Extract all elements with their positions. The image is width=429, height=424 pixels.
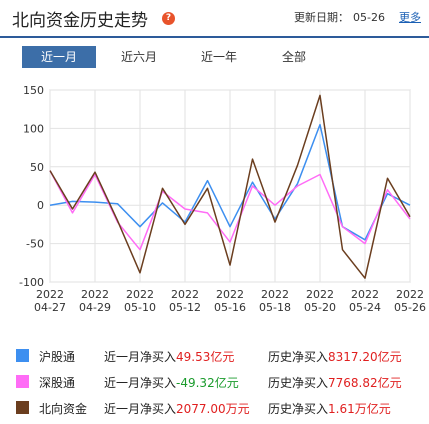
x-tick-date: 05-12 [169, 301, 201, 314]
legend-history: 历史净买入1.61万亿元 [268, 400, 391, 417]
y-axis-labels: -100 -50 0 50 100 150 [19, 84, 44, 289]
legend-row-sgt: 深股通 近一月净买入-49.32亿元 历史净买入7768.82亿元 [0, 370, 429, 394]
tab-all[interactable]: 全部 [281, 50, 306, 64]
history-value: 8317.20亿元 [328, 350, 402, 364]
y-tick-label: 50 [30, 161, 44, 174]
x-tick-date: 04-29 [79, 301, 111, 314]
legend-swatch [16, 375, 29, 388]
x-tick-date: 04-27 [34, 301, 66, 314]
legend-row-north: 北向资金 近一月净买入2077.00万元 历史净买入1.61万亿元 [0, 396, 429, 420]
tab-one-month[interactable]: 近一月 [22, 46, 96, 68]
page-title: 北向资金历史走势 [12, 11, 148, 31]
legend-row-hgt: 沪股通 近一月净买入49.53亿元 历史净买入8317.20亿元 [0, 344, 429, 368]
legend-series-name: 北向资金 [39, 402, 88, 416]
recent-label: 近一月净买入 [104, 350, 177, 364]
x-tick-date: 05-18 [259, 301, 291, 314]
x-tick-year: 2022 [36, 288, 64, 301]
grid-lines [49, 89, 411, 283]
x-tick-year: 2022 [216, 288, 244, 301]
series-lines [49, 94, 411, 279]
legend-swatch [16, 401, 29, 414]
more-link[interactable]: 更多 [399, 11, 421, 24]
y-tick-label: 100 [23, 122, 44, 135]
tab-one-year[interactable]: 近一年 [200, 50, 237, 64]
recent-label: 近一月净买入 [104, 376, 177, 390]
update-info: 更新日期： 05-26 [294, 9, 385, 25]
y-tick-label: -50 [26, 238, 44, 251]
legend-series-name: 深股通 [39, 376, 76, 390]
history-label: 历史净买入 [268, 402, 329, 416]
chart-area: -100 -50 0 50 100 150 2022 04-27 2022 04-29 2022 0… [0, 78, 429, 330]
history-value: 7768.82亿元 [328, 376, 402, 390]
x-tick-year: 2022 [126, 288, 154, 301]
recent-value: 2077.00万元 [176, 402, 250, 416]
x-tick-date: 05-20 [304, 301, 336, 314]
recent-value: 49.53亿元 [176, 350, 235, 364]
history-label: 历史净买入 [268, 376, 329, 390]
header-divider [0, 36, 429, 38]
history-label: 历史净买入 [268, 350, 329, 364]
y-tick-label: 150 [23, 84, 44, 97]
recent-label: 近一月净买入 [104, 402, 177, 416]
legend-series-name: 沪股通 [39, 350, 76, 364]
update-label: 更新日期： [294, 11, 350, 24]
x-axis-labels: 202204-27202204-29202205-10202205-122022… [34, 288, 426, 314]
x-tick-year: 2022 [261, 288, 289, 301]
legend-history: 历史净买入8317.20亿元 [268, 348, 402, 365]
legend-recent: 近一月净买入2077.00万元 [104, 400, 250, 417]
legend-swatch [16, 349, 29, 362]
x-tick-date: 05-26 [394, 301, 426, 314]
x-tick-year: 2022 [171, 288, 199, 301]
tab-six-months[interactable]: 近六月 [120, 50, 157, 64]
header: 北向资金历史走势 ? 更新日期： 05-26 更多 [0, 0, 429, 34]
legend-recent: 近一月净买入-49.32亿元 [104, 374, 239, 391]
update-date: 05-26 [353, 11, 385, 24]
x-tick-date: 05-24 [349, 301, 381, 314]
y-tick-label: 0 [37, 199, 44, 212]
history-value: 1.61万亿元 [328, 402, 391, 416]
x-tick-year: 2022 [351, 288, 379, 301]
x-tick-year: 2022 [81, 288, 109, 301]
legend-recent: 近一月净买入49.53亿元 [104, 348, 234, 365]
y-tick-label: -100 [19, 276, 44, 289]
x-tick-year: 2022 [396, 288, 424, 301]
x-tick-date: 05-10 [124, 301, 156, 314]
x-tick-year: 2022 [306, 288, 334, 301]
legend-history: 历史净买入7768.82亿元 [268, 374, 402, 391]
recent-value: -49.32亿元 [176, 376, 239, 390]
series-line-2 [49, 94, 411, 279]
question-icon[interactable]: ? [162, 12, 175, 25]
x-tick-date: 05-16 [214, 301, 246, 314]
